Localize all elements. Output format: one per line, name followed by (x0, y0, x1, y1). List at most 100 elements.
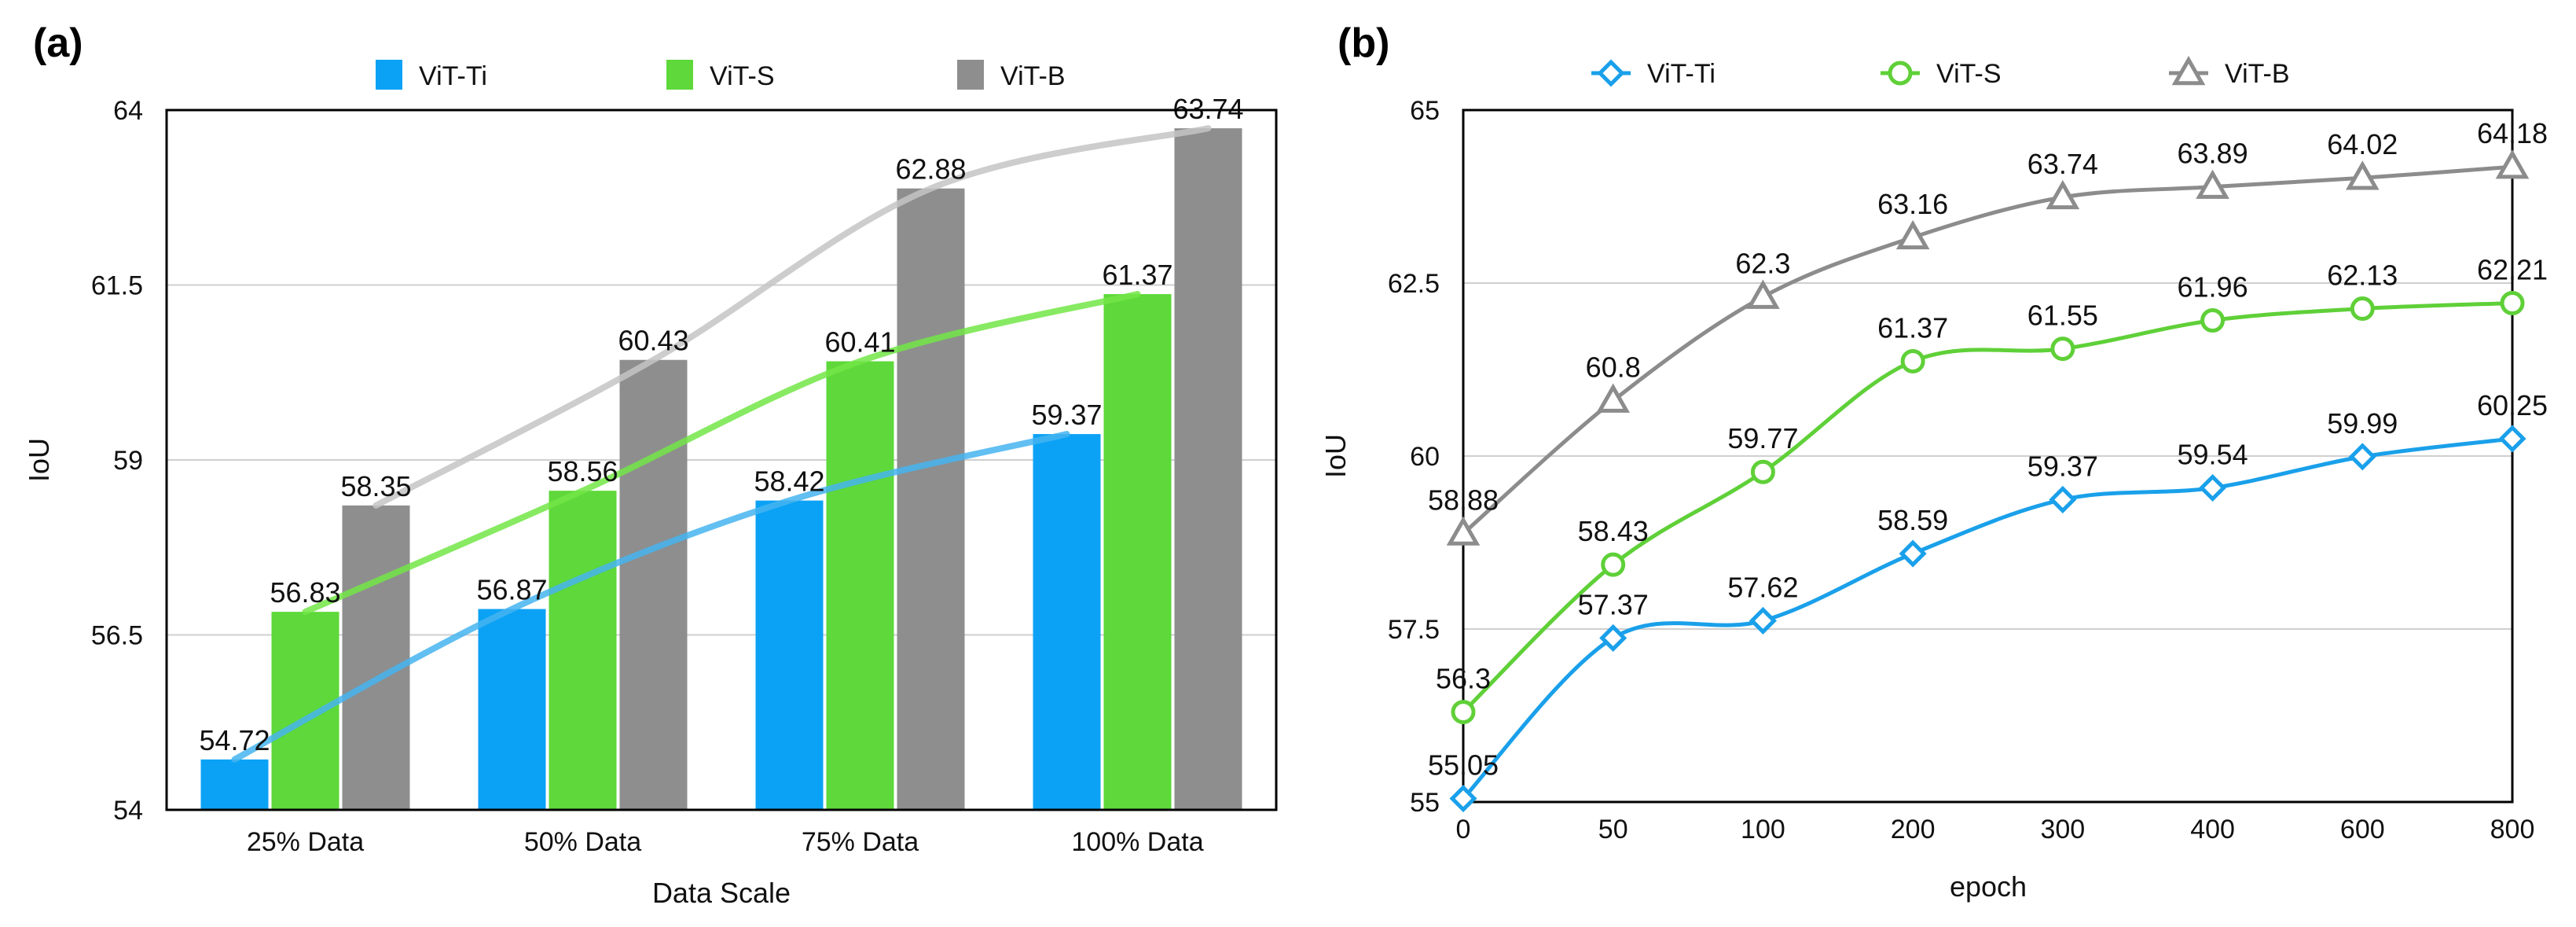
panel-a-label: (a) (33, 20, 83, 66)
chart-b-x-ticks: 0 50 100 200 300 400 600 800 (1456, 815, 2535, 844)
x-tick-b-300: 300 (2040, 815, 2085, 844)
marker-vit-b-epoch-300 (2046, 179, 2080, 210)
y-tick-b-57-5: 57.5 (1388, 615, 1440, 645)
bar-vit-s-25-data (271, 612, 339, 810)
x-tick-b-200: 200 (1891, 815, 1936, 844)
marker-vit-b-epoch-600 (2345, 160, 2380, 190)
bar-label-vit-ti-100-data: 59.37 (1031, 399, 1102, 431)
chart-a-bars (200, 128, 1242, 811)
marker-vit-s-epoch-800 (2500, 291, 2525, 316)
chart-a-data-labels: 54.72 56.87 58.42 59.37 56.83 58.56 60.41 61.37… (199, 93, 1243, 756)
chart-b-y-axis-title: IoU (1319, 434, 1352, 478)
x-tick-b-0: 0 (1456, 815, 1471, 844)
point-label-vit-b-epoch-800: 64.18 (2477, 117, 2548, 149)
chart-a-x-axis-title: Data Scale (652, 877, 791, 909)
y-tick-a-56-5: 56.5 (91, 621, 143, 651)
point-label-vit-ti-epoch-200: 58.59 (1877, 504, 1948, 536)
marker-vit-b-epoch-800 (2495, 149, 2530, 179)
y-tick-b-60: 60 (1410, 442, 1440, 472)
chart-a: (a) 54.72 56.87 58.42 59.37 56.83 58.56 60.41 6… (23, 20, 1278, 909)
point-label-vit-b-epoch-200: 63.16 (1877, 188, 1948, 220)
bar-vit-s-50-data (549, 491, 617, 810)
bar-vit-s-100-data (1103, 294, 1172, 810)
x-tick-b-400: 400 (2190, 815, 2235, 844)
chart-b-data-labels: 55.05 57.37 57.62 58.59 59.37 59.54 59.99 60.25… (1428, 117, 2548, 781)
point-label-vit-ti-epoch-100: 57.62 (1727, 571, 1798, 603)
x-tick-b-600: 600 (2340, 815, 2385, 844)
point-label-vit-b-epoch-600: 64.02 (2327, 128, 2398, 160)
point-label-vit-ti-epoch-50: 57.37 (1578, 588, 1649, 620)
bar-vit-b-100-data (1174, 128, 1242, 810)
point-label-vit-ti-epoch-400: 59.54 (2178, 438, 2248, 470)
point-label-vit-b-epoch-0: 58.88 (1428, 484, 1499, 517)
marker-vit-ti-epoch-400 (2199, 473, 2227, 502)
legend-marker-b-vit-s (1888, 61, 1913, 86)
legend-marker-b-vit-b (2171, 55, 2206, 86)
y-tick-a-61-5: 61.5 (91, 271, 143, 301)
trendline-vit-s (302, 291, 1141, 616)
chart-b-x-axis-title: epoch (1950, 870, 2027, 903)
bar-vit-ti-75-data (755, 500, 824, 810)
bar-vit-ti-25-data (200, 759, 269, 810)
chart-b-plot-frame (1462, 109, 2514, 804)
y-tick-b-65: 65 (1410, 96, 1440, 126)
bar-label-vit-s-50-data: 58.56 (547, 455, 618, 487)
bar-vit-ti-100-data (1033, 434, 1101, 810)
point-label-vit-ti-epoch-300: 59.37 (2027, 450, 2098, 482)
marker-vit-s-epoch-300 (2050, 337, 2075, 362)
chart-b-markers (1446, 149, 2530, 813)
point-label-vit-s-epoch-0: 56.3 (1436, 663, 1491, 695)
x-tick-a-75-data: 75% Data (802, 827, 919, 857)
chart-a-plot-frame (165, 109, 1278, 811)
bar-vit-s-75-data (826, 361, 894, 810)
point-label-vit-s-epoch-50: 58.43 (1578, 515, 1649, 547)
legend-swatch-a-vit-s (666, 60, 693, 90)
bar-label-vit-s-75-data: 60.41 (824, 326, 895, 359)
point-label-vit-s-epoch-100: 59.77 (1727, 422, 1798, 454)
chart-b-legend: ViT-Ti ViT-S ViT-B (1591, 55, 2290, 89)
legend-label-b-vit-ti: ViT-Ti (1647, 59, 1715, 89)
marker-vit-b-epoch-400 (2196, 169, 2229, 199)
y-tick-a-54: 54 (113, 796, 143, 826)
point-label-vit-b-epoch-300: 63.74 (2027, 148, 2098, 180)
trendline-vit-b (372, 125, 1212, 509)
bar-label-vit-ti-25-data: 54.72 (199, 724, 270, 756)
bar-label-vit-ti-75-data: 58.42 (754, 465, 824, 498)
legend-label-a-vit-b: ViT-B (1000, 61, 1066, 91)
point-label-vit-s-epoch-300: 61.55 (2027, 300, 2098, 332)
chart-a-trendlines (231, 125, 1212, 763)
chart-a-x-ticks: 25% Data 50% Data 75% Data 100% Data (247, 827, 1204, 857)
chart-b-y-ticks: 55 57.5 60 62.5 65 (1388, 96, 1440, 818)
bar-label-vit-s-100-data: 61.37 (1102, 259, 1172, 291)
legend-label-a-vit-ti: ViT-Ti (419, 61, 487, 91)
point-label-vit-b-epoch-100: 62.3 (1735, 248, 1790, 280)
marker-vit-b-epoch-100 (1746, 279, 1780, 309)
marker-vit-ti-epoch-600 (2348, 443, 2376, 471)
chart-a-y-ticks: 54 56.5 59 61.5 64 (91, 96, 143, 826)
panel-b-label: (b) (1338, 20, 1389, 66)
marker-vit-s-epoch-200 (1900, 348, 1925, 373)
marker-vit-s-epoch-0 (1451, 700, 1476, 725)
x-tick-b-100: 100 (1741, 815, 1785, 844)
y-tick-a-64: 64 (113, 96, 143, 126)
chart-b: (b) 55.05 57.37 57.62 58.59 59.37 59.54 59.99 6… (1319, 20, 2548, 903)
marker-vit-b-epoch-0 (1446, 516, 1481, 546)
point-label-vit-b-epoch-50: 60.8 (1586, 351, 1641, 384)
x-tick-a-25-data: 25% Data (247, 827, 364, 857)
point-label-vit-ti-epoch-800: 60.25 (2477, 389, 2548, 421)
bar-vit-b-75-data (897, 188, 965, 810)
y-tick-b-62-5: 62.5 (1388, 269, 1440, 299)
point-label-vit-s-epoch-400: 61.96 (2178, 271, 2248, 303)
marker-vit-s-epoch-400 (2200, 308, 2226, 333)
x-tick-b-800: 800 (2490, 815, 2535, 844)
bar-vit-b-50-data (619, 359, 688, 811)
legend-label-b-vit-s: ViT-S (1936, 59, 2002, 89)
marker-vit-s-epoch-600 (2350, 296, 2375, 322)
marker-vit-s-epoch-100 (1750, 459, 1775, 484)
marker-vit-ti-epoch-50 (1599, 624, 1627, 652)
marker-vit-b-epoch-200 (1895, 219, 1930, 250)
point-label-vit-ti-epoch-600: 59.99 (2327, 407, 2398, 440)
point-label-vit-s-epoch-600: 62.13 (2327, 259, 2398, 292)
x-tick-b-50: 50 (1598, 815, 1628, 844)
legend-label-a-vit-s: ViT-S (710, 61, 775, 91)
